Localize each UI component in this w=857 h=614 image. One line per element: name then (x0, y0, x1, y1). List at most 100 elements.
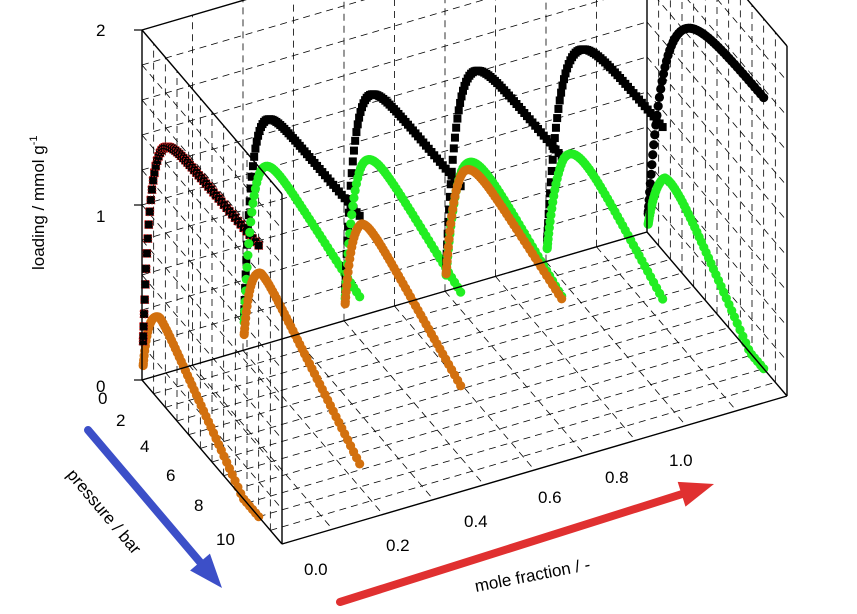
data-point (450, 133, 459, 142)
data-point (458, 86, 467, 95)
floor-gridline (176, 272, 683, 422)
data-point (355, 211, 364, 220)
pressure-arrow-head (190, 553, 222, 588)
data-point (349, 146, 358, 155)
data-point (246, 217, 256, 227)
x-tick-label: 0.0 (304, 560, 328, 579)
data-point (442, 256, 452, 266)
data-point (355, 113, 364, 122)
z-tick-label: 1 (96, 207, 105, 226)
floor-gridline (246, 354, 753, 504)
data-point (254, 241, 264, 250)
data-point (347, 169, 356, 178)
floor-gridline (211, 313, 718, 463)
axes-frame (134, 0, 788, 545)
data-point (248, 198, 258, 209)
y-tick-label: 8 (194, 496, 203, 515)
pressure-arrow (84, 426, 222, 588)
back-wall-gridline (141, 0, 605, 136)
back-walls (141, 0, 788, 545)
data-point (248, 162, 257, 171)
floor-gridline (258, 368, 764, 518)
data-point (658, 123, 667, 132)
data-point (141, 264, 151, 274)
floor-gridline (235, 340, 741, 490)
data-point (348, 157, 357, 166)
data-point (549, 144, 558, 153)
z-tick-label: 2 (96, 21, 105, 40)
floor-gridline (165, 258, 671, 408)
data-point (447, 211, 457, 221)
data-point (144, 220, 154, 229)
data-point (759, 92, 769, 103)
data-point (138, 331, 148, 341)
data-point (352, 128, 361, 137)
tick-labels: 0 1 2 0 2 4 6 8 10 0.0 0.2 0.4 0.6 0.8 1… (96, 21, 693, 579)
data-point (649, 140, 659, 150)
data-point (658, 294, 668, 304)
y-tick-label: 2 (116, 411, 125, 430)
data-point (456, 98, 465, 107)
back-wall-gridline (141, 21, 648, 171)
data-point (148, 176, 158, 185)
axis-frame-edge (141, 379, 283, 545)
data-point (448, 155, 457, 164)
data-point (246, 184, 255, 193)
data-point (139, 309, 149, 319)
data-point (251, 144, 260, 153)
data-point (647, 160, 657, 170)
data-point (349, 193, 359, 203)
z-axis-label: loading / mmol g-1 (28, 135, 48, 270)
mole-fraction-arrow-head (677, 481, 714, 507)
data-point (356, 107, 365, 116)
data-point (139, 322, 149, 331)
data-point (242, 262, 252, 272)
x-tick-label: 0.2 (386, 536, 410, 555)
data-point (245, 227, 255, 237)
data-point (351, 136, 360, 145)
data-point (444, 234, 454, 244)
direction-arrows (84, 426, 714, 606)
back-wall-gridline (141, 126, 648, 276)
data-point (453, 114, 462, 123)
data-point (343, 267, 353, 277)
z-axis-label-exponent: -1 (28, 135, 40, 145)
axis-frame-edge (646, 231, 788, 397)
data-point (346, 219, 356, 229)
y-tick-label: 4 (140, 437, 149, 456)
data-point (249, 190, 259, 201)
data-point (650, 130, 660, 140)
data-point (247, 172, 256, 181)
data-point (143, 234, 153, 243)
data-point (656, 84, 666, 94)
data-point (456, 287, 466, 297)
floor-gridline (223, 327, 729, 477)
data-point (355, 292, 365, 302)
data-point (547, 166, 556, 175)
data-point (146, 195, 156, 205)
data-point (241, 270, 250, 279)
data-point (445, 226, 455, 236)
data-point (252, 137, 261, 146)
data-point (645, 178, 655, 189)
axis-frame-edge (141, 231, 648, 381)
data-point (561, 69, 570, 78)
data-point (452, 123, 461, 132)
data-series (138, 23, 769, 522)
floor-gridline (200, 299, 706, 449)
data-point (147, 185, 157, 195)
mole-fraction-arrow-shaft (336, 490, 686, 606)
x-tick-label: 1.0 (669, 451, 693, 470)
data-point (355, 459, 365, 469)
data-point (353, 120, 362, 129)
data-point (445, 192, 454, 201)
data-point (348, 201, 358, 211)
data-point (342, 274, 352, 284)
mole-fraction-arrow (336, 481, 714, 606)
floor-gridline (188, 286, 694, 436)
y-tick-label: 10 (216, 530, 235, 549)
data-point (651, 120, 661, 130)
data-point (657, 76, 667, 86)
x-tick-label: 0.4 (464, 512, 488, 531)
data-point (654, 92, 665, 102)
